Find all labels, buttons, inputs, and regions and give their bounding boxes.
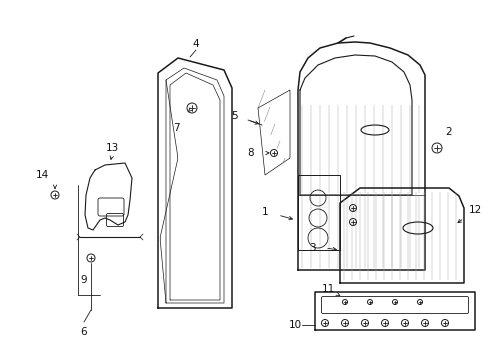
- Text: 6: 6: [81, 327, 87, 337]
- Text: 1: 1: [261, 207, 267, 217]
- Text: 11: 11: [321, 284, 334, 294]
- Text: 10: 10: [288, 320, 302, 330]
- Text: 7: 7: [172, 123, 179, 133]
- Text: 14: 14: [35, 170, 48, 180]
- Text: 12: 12: [468, 205, 481, 215]
- Text: 4: 4: [192, 39, 199, 49]
- Text: 5: 5: [231, 111, 238, 121]
- Text: 2: 2: [445, 127, 451, 137]
- Text: 13: 13: [105, 143, 119, 153]
- Text: 9: 9: [81, 275, 87, 285]
- Text: 8: 8: [247, 148, 253, 158]
- Text: 3: 3: [309, 243, 315, 253]
